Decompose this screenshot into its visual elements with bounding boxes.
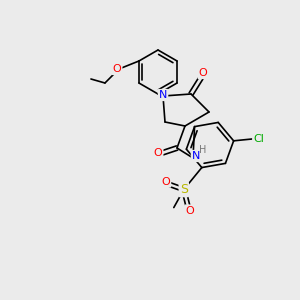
Text: O: O xyxy=(112,64,121,74)
Text: O: O xyxy=(199,68,207,78)
Text: Cl: Cl xyxy=(253,134,264,144)
Text: O: O xyxy=(154,148,162,158)
Text: N: N xyxy=(159,90,167,100)
Text: N: N xyxy=(192,151,200,161)
Text: O: O xyxy=(185,206,194,216)
Text: O: O xyxy=(161,177,170,187)
Text: H: H xyxy=(199,145,207,155)
Text: S: S xyxy=(180,183,188,196)
